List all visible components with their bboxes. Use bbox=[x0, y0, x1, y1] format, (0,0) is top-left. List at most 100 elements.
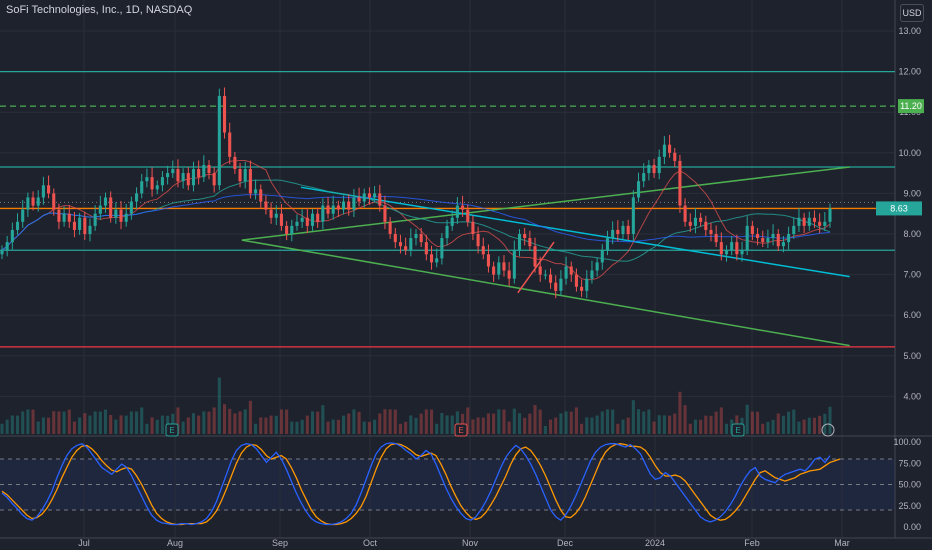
volume-bar bbox=[802, 419, 806, 434]
volume-bar bbox=[0, 423, 4, 434]
volume-bar bbox=[616, 423, 620, 434]
candle-body bbox=[688, 221, 692, 226]
candle-body bbox=[812, 217, 817, 222]
volume-bar bbox=[124, 415, 128, 434]
candle-body bbox=[492, 266, 496, 275]
candle-body bbox=[373, 193, 377, 198]
volume-bar bbox=[310, 411, 315, 434]
volume-bar bbox=[36, 421, 40, 434]
volume-bar bbox=[699, 419, 703, 434]
volume-bar bbox=[129, 411, 133, 434]
candle-body bbox=[461, 205, 465, 210]
candle-body bbox=[652, 164, 656, 174]
volume-bar bbox=[41, 417, 45, 434]
trendline bbox=[517, 241, 555, 294]
volume-bar bbox=[290, 421, 294, 434]
time-tick-label: 2024 bbox=[645, 538, 665, 548]
volume-bar bbox=[398, 423, 403, 434]
candle-body bbox=[818, 221, 822, 226]
volume-bar bbox=[135, 411, 139, 434]
candle-body bbox=[217, 95, 221, 186]
earnings-marker-box bbox=[454, 423, 468, 437]
volume-bar bbox=[554, 417, 558, 434]
volume-bar bbox=[818, 415, 822, 434]
candle-body bbox=[103, 197, 108, 206]
volume-bar bbox=[688, 423, 692, 434]
candle-body bbox=[719, 242, 723, 255]
volume-bar bbox=[98, 411, 102, 434]
candle-body bbox=[678, 160, 682, 206]
time-tick-label: Dec bbox=[557, 538, 574, 548]
volume-bar bbox=[538, 409, 542, 434]
volume-bar bbox=[590, 417, 594, 434]
candle-body bbox=[807, 217, 811, 226]
lightning-icon bbox=[821, 423, 835, 437]
volume-bar bbox=[761, 423, 765, 434]
volume-bar bbox=[21, 411, 25, 434]
candle-body bbox=[776, 234, 780, 247]
candle-body bbox=[797, 217, 801, 226]
candle-body bbox=[21, 209, 25, 222]
stoch-tick-label: 100.00 bbox=[893, 437, 921, 447]
earnings-marker-label: E bbox=[735, 426, 740, 435]
volume-bar bbox=[342, 415, 346, 434]
earnings-marker-box bbox=[731, 423, 745, 437]
candle-body bbox=[26, 197, 30, 210]
candle-body bbox=[331, 205, 335, 214]
candle-body bbox=[693, 217, 697, 226]
volume-bar bbox=[574, 407, 578, 434]
candle-body bbox=[699, 217, 703, 222]
trendline bbox=[300, 186, 850, 278]
price-tick-label: 10.00 bbox=[898, 148, 921, 158]
volume-bar bbox=[103, 409, 108, 434]
price-tick-label: 9.00 bbox=[903, 188, 921, 198]
candle-body bbox=[435, 258, 439, 263]
candle-body bbox=[745, 225, 749, 251]
candle-body bbox=[83, 217, 87, 234]
candle-body bbox=[554, 282, 558, 291]
volume-bar bbox=[274, 415, 278, 434]
candle-body bbox=[378, 193, 382, 206]
candle-body bbox=[207, 164, 211, 174]
volume-bar bbox=[512, 408, 516, 434]
volume-bar bbox=[10, 415, 14, 434]
volume-bar bbox=[88, 415, 92, 434]
volume-bar bbox=[528, 413, 532, 434]
candle-body bbox=[109, 197, 113, 218]
candle-body bbox=[543, 274, 547, 276]
volume-bar bbox=[631, 400, 635, 434]
volume-bar bbox=[160, 415, 164, 434]
candle-body bbox=[326, 205, 330, 214]
volume-bar bbox=[797, 421, 801, 434]
volume-bar bbox=[150, 417, 154, 434]
candle-body bbox=[41, 185, 45, 198]
candle-body bbox=[347, 201, 351, 210]
volume-bar bbox=[109, 415, 113, 434]
candle-body bbox=[290, 225, 294, 234]
currency-button[interactable]: USD bbox=[900, 4, 924, 22]
stoch-k-line bbox=[1, 442, 831, 526]
volume-bar bbox=[140, 407, 144, 434]
candle-body bbox=[455, 205, 459, 218]
candle-body bbox=[197, 169, 201, 178]
volume-bar bbox=[440, 413, 444, 434]
volume-bar bbox=[564, 411, 568, 434]
candle-body bbox=[398, 242, 403, 247]
price-tick-label: 8.00 bbox=[903, 229, 921, 239]
candle-body bbox=[502, 262, 506, 271]
candle-body bbox=[5, 242, 9, 251]
level-price-badge: 11.20 bbox=[898, 99, 924, 114]
candle-body bbox=[450, 217, 454, 226]
stoch-tick-label: 75.00 bbox=[898, 458, 921, 468]
volume-bar bbox=[254, 423, 258, 434]
volume-bar bbox=[626, 417, 630, 434]
earnings-marker: E bbox=[454, 423, 468, 437]
volume-bar bbox=[580, 423, 584, 434]
candle-body bbox=[771, 234, 775, 239]
volume-bar bbox=[543, 426, 547, 434]
candle-body bbox=[124, 213, 128, 222]
stoch-tick-label: 25.00 bbox=[898, 501, 921, 511]
ma-short-line bbox=[1, 160, 831, 281]
candle-body bbox=[740, 250, 744, 255]
